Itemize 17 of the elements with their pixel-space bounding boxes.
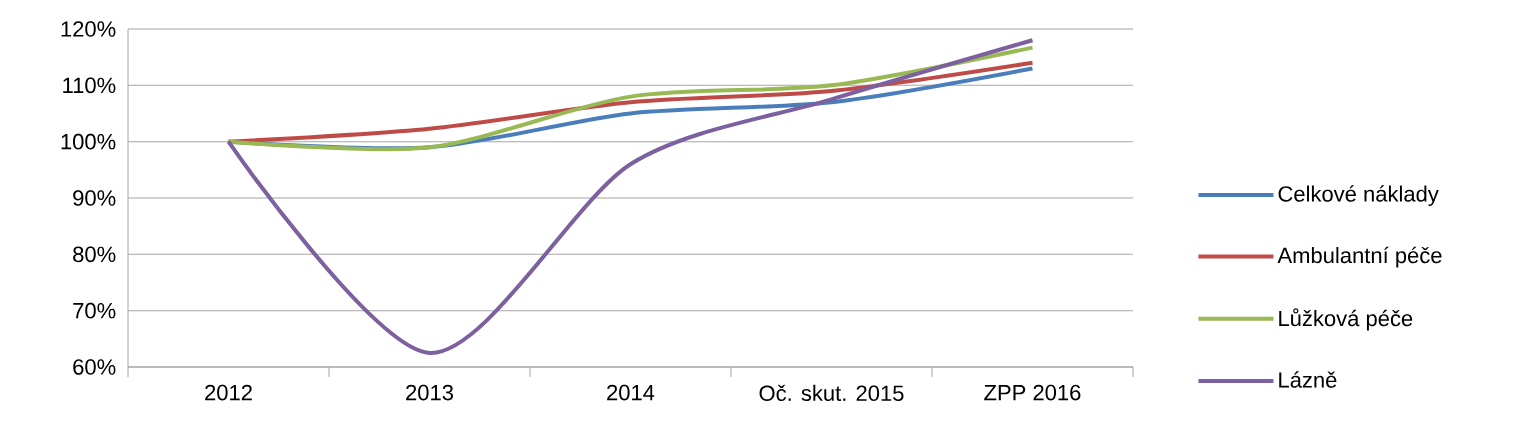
y-tick-label: 90%	[73, 190, 116, 206]
legend-label: Lázně	[1279, 371, 1337, 388]
y-tick-label: 120%	[61, 21, 116, 37]
legend-label: Lůžková péče	[1279, 308, 1413, 331]
legend-label: Celkové náklady	[1278, 185, 1439, 207]
line-series	[226, 38, 1035, 355]
x-tick-label: ZPP 2016	[984, 384, 1081, 401]
x-tick-label: 2012	[205, 384, 252, 401]
y-tick-label: 110%	[63, 77, 116, 94]
legend-label: Ambulantní péče	[1277, 246, 1442, 268]
y-tick-label: 80%	[73, 246, 116, 263]
y-tick-label: 70%	[73, 302, 116, 319]
x-tick-label: 2014	[607, 384, 655, 401]
y-tick-label: 60%	[73, 359, 116, 375]
y-tick-label: 100%	[61, 133, 116, 150]
x-tick-label: Oč. skut. 2015	[759, 384, 904, 402]
x-tick-label: 2013	[406, 384, 453, 401]
